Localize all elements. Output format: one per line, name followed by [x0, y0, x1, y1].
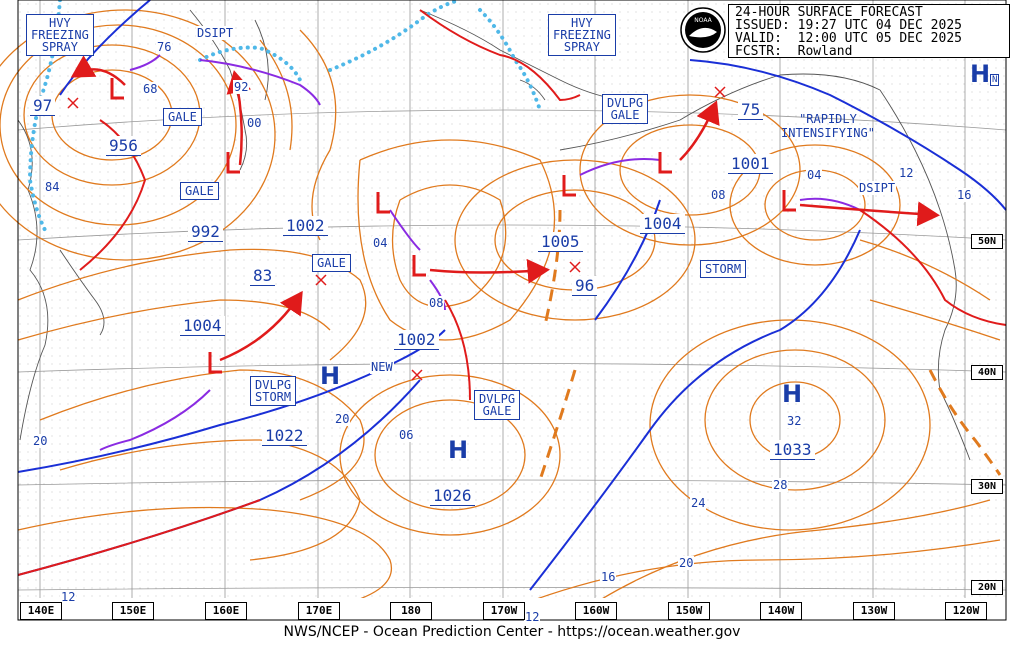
high-pressure-symbol: H — [782, 380, 803, 408]
tag-hvy-freezing-spray-east: HVY FREEZING SPRAY — [548, 14, 616, 56]
isobar-value: 32 — [786, 414, 803, 428]
lon-label: 160W — [575, 602, 617, 620]
background-dots — [18, 0, 1006, 620]
pressure-label: 956 — [106, 136, 141, 156]
pressure-label: 97 — [30, 96, 56, 116]
isobar-value: 24 — [690, 496, 707, 510]
lon-label: 130W — [853, 602, 895, 620]
heavy-spray-lines — [79, 9, 581, 271]
pressure-label: 1005 — [538, 232, 583, 252]
isobar-value: 12 — [60, 590, 77, 604]
isobar-value: 12 — [898, 166, 915, 180]
isobar-value: 20 — [32, 434, 49, 448]
tag-gale-2: GALE — [180, 182, 219, 200]
isobar-value: 00 — [246, 116, 263, 130]
tag-gale-1: GALE — [163, 108, 202, 126]
pressure-label: 96 — [572, 276, 598, 296]
noaa-logo-text: NOAA — [694, 17, 712, 24]
isobar-value: 76 — [156, 40, 173, 54]
isobar-value: 04 — [372, 236, 389, 250]
pressure-label: 1026 — [430, 486, 475, 506]
isobar-value: 08 — [710, 188, 727, 202]
pressure-label: 1033 — [770, 440, 815, 460]
isobar-value: 16 — [600, 570, 617, 584]
high-pressure-n-flag: N — [990, 74, 1000, 86]
high-pressure-symbol: H — [970, 60, 991, 88]
isobar-value: 28 — [772, 478, 789, 492]
lon-label: 150E — [112, 602, 154, 620]
isobar-value: 84 — [44, 180, 61, 194]
pressure-label: 83 — [250, 266, 276, 286]
lon-label: 160E — [205, 602, 247, 620]
lon-label: 140E — [20, 602, 62, 620]
noaa-logo: NOAA — [680, 7, 726, 53]
isobar-value: 16 — [956, 188, 973, 202]
tag-dvlpg-gale-north: DVLPG GALE — [602, 94, 649, 124]
footer-credit: NWS/NCEP - Ocean Prediction Center - htt… — [283, 624, 741, 640]
storm-track-arrows — [70, 55, 940, 362]
note-rapidly-intensifying: "RAPIDLY INTENSIFYING" — [781, 112, 875, 140]
lon-label: 150W — [668, 602, 710, 620]
isobar-value: 20 — [334, 412, 351, 426]
lon-label: 120W — [945, 602, 987, 620]
lon-label: 170E — [298, 602, 340, 620]
isobar-value: 04 — [806, 168, 823, 182]
tag-dvlpg-storm: DVLPG STORM — [250, 376, 297, 406]
lat-label: 30N — [971, 479, 1003, 494]
pressure-label: 1002 — [394, 330, 439, 350]
note-new: NEW — [370, 360, 394, 374]
tag-dvlpg-gale-south: DVLPG GALE — [474, 390, 521, 420]
tag-hvy-freezing-spray-west: HVY FREEZING SPRAY — [26, 14, 94, 56]
isobars — [0, 9, 1001, 606]
isobar-value: 92 — [233, 80, 250, 94]
forecast-header — [728, 4, 1010, 58]
x-marks — [67, 86, 726, 381]
isobar-value: 06 — [398, 428, 415, 442]
lat-label: 40N — [971, 365, 1003, 380]
isobar-value: 20 — [678, 556, 695, 570]
map-border — [17, 0, 1007, 621]
isobar-value: 68 — [142, 82, 159, 96]
troughs — [538, 209, 1002, 481]
warm-fronts — [17, 209, 1007, 576]
lat-label: 20N — [971, 580, 1003, 595]
pressure-label: 992 — [188, 222, 223, 242]
lon-label: 170W — [483, 602, 525, 620]
header-title: 24-HOUR SURFACE FORECAST — [735, 5, 923, 20]
isobar-value: 08 — [428, 296, 445, 310]
tag-storm: STORM — [700, 260, 747, 278]
high-pressure-symbol: H — [448, 436, 469, 464]
note-dsipt-west: DSIPT — [196, 26, 235, 40]
lat-label: 50N — [971, 234, 1003, 249]
note-dsipt-east: DSIPT — [858, 181, 897, 195]
header-forecaster: FCSTR: Rowland — [735, 44, 853, 59]
lon-label: 140W — [760, 602, 802, 620]
pressure-label: 1001 — [728, 154, 773, 174]
tag-gale-3: GALE — [312, 254, 351, 272]
pressure-label: 1022 — [262, 426, 307, 446]
low-pressure-symbols — [110, 78, 796, 374]
pressure-label: 1004 — [180, 316, 225, 336]
header-issued: ISSUED: 19:27 UTC 04 DEC 2025 — [735, 18, 962, 33]
header-valid: VALID: 12:00 UTC 05 DEC 2025 — [735, 31, 962, 46]
pressure-label: 1002 — [283, 216, 328, 236]
pressure-label: 75 — [738, 100, 764, 120]
lon-label: 180 — [390, 602, 432, 620]
high-pressure-symbol: H — [320, 362, 341, 390]
isobar-value: 12 — [524, 610, 541, 624]
pressure-label: 1004 — [640, 214, 685, 234]
